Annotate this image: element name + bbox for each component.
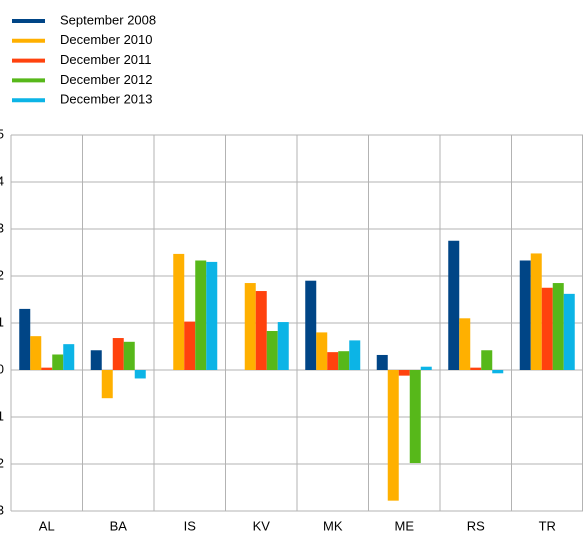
- x-tick-label: TR: [539, 518, 556, 533]
- bar: [563, 293, 575, 370]
- bar: [266, 330, 278, 370]
- bar: [41, 367, 53, 370]
- bar: [316, 332, 328, 370]
- bar: [184, 321, 196, 370]
- bar: [305, 280, 317, 370]
- bar: [420, 366, 432, 370]
- x-tick-label: BA: [110, 518, 128, 533]
- bar: [173, 253, 185, 370]
- bar: [398, 370, 410, 376]
- bar: [541, 287, 553, 370]
- bar: [338, 351, 350, 370]
- bar: [470, 367, 482, 370]
- bar: [349, 340, 361, 370]
- legend-label: December 2012: [60, 72, 153, 87]
- y-tick-label: -1: [0, 408, 4, 423]
- bar: [448, 240, 460, 370]
- legend-label: September 2008: [60, 12, 156, 27]
- bar: [30, 336, 42, 370]
- bar: [492, 370, 504, 374]
- bar: [134, 370, 146, 379]
- bar: [123, 341, 135, 370]
- bar: [327, 352, 339, 370]
- bar: [244, 283, 256, 370]
- bar: [530, 253, 542, 370]
- x-tick-label: ME: [395, 518, 415, 533]
- legend-label: December 2011: [60, 52, 152, 67]
- bar: [206, 261, 218, 370]
- y-tick-label: 1: [0, 314, 4, 329]
- y-tick-label: -2: [0, 455, 4, 470]
- y-tick-label: -3: [0, 502, 4, 517]
- bar: [255, 291, 267, 370]
- bar: [195, 260, 207, 370]
- x-tick-label: MK: [323, 518, 343, 533]
- y-tick-label: 4: [0, 173, 4, 188]
- y-tick-label: 5: [0, 126, 4, 141]
- x-tick-label: IS: [184, 518, 197, 533]
- y-tick-label: 3: [0, 220, 4, 235]
- bar: [101, 370, 113, 399]
- bar: [552, 283, 564, 370]
- bar: [112, 338, 124, 370]
- bar: [387, 370, 399, 501]
- x-tick-label: AL: [39, 518, 55, 533]
- bar: [52, 354, 64, 370]
- legend-label: December 2013: [60, 92, 153, 107]
- x-tick-label: RS: [467, 518, 485, 533]
- bar: [19, 308, 31, 370]
- bar: [519, 260, 531, 370]
- legend-label: December 2010: [60, 32, 153, 47]
- bar: [277, 322, 289, 370]
- bar: [459, 318, 471, 370]
- bar: [409, 370, 421, 464]
- bar: [90, 350, 102, 370]
- bar: [63, 344, 75, 370]
- x-tick-label: KV: [253, 518, 271, 533]
- bar: [376, 354, 388, 370]
- bar: [481, 350, 493, 370]
- y-tick-label: 0: [0, 361, 4, 376]
- y-tick-label: 2: [0, 267, 4, 282]
